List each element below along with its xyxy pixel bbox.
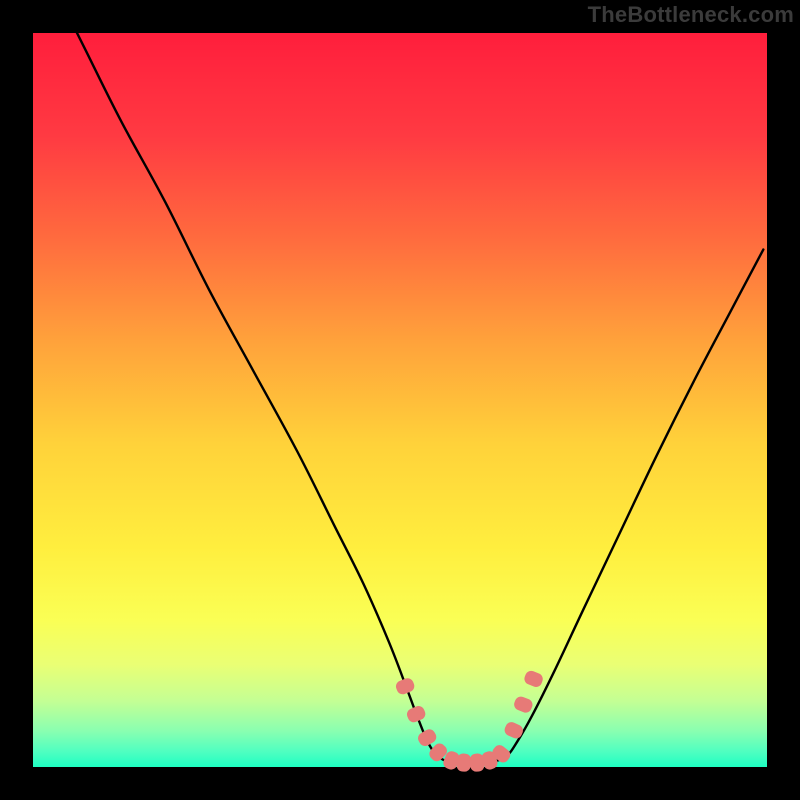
trough-dot	[456, 753, 471, 772]
chart-svg	[0, 0, 800, 800]
plot-background	[33, 33, 767, 767]
chart-root: TheBottleneck.com	[0, 0, 800, 800]
watermark-text: TheBottleneck.com	[588, 2, 794, 28]
